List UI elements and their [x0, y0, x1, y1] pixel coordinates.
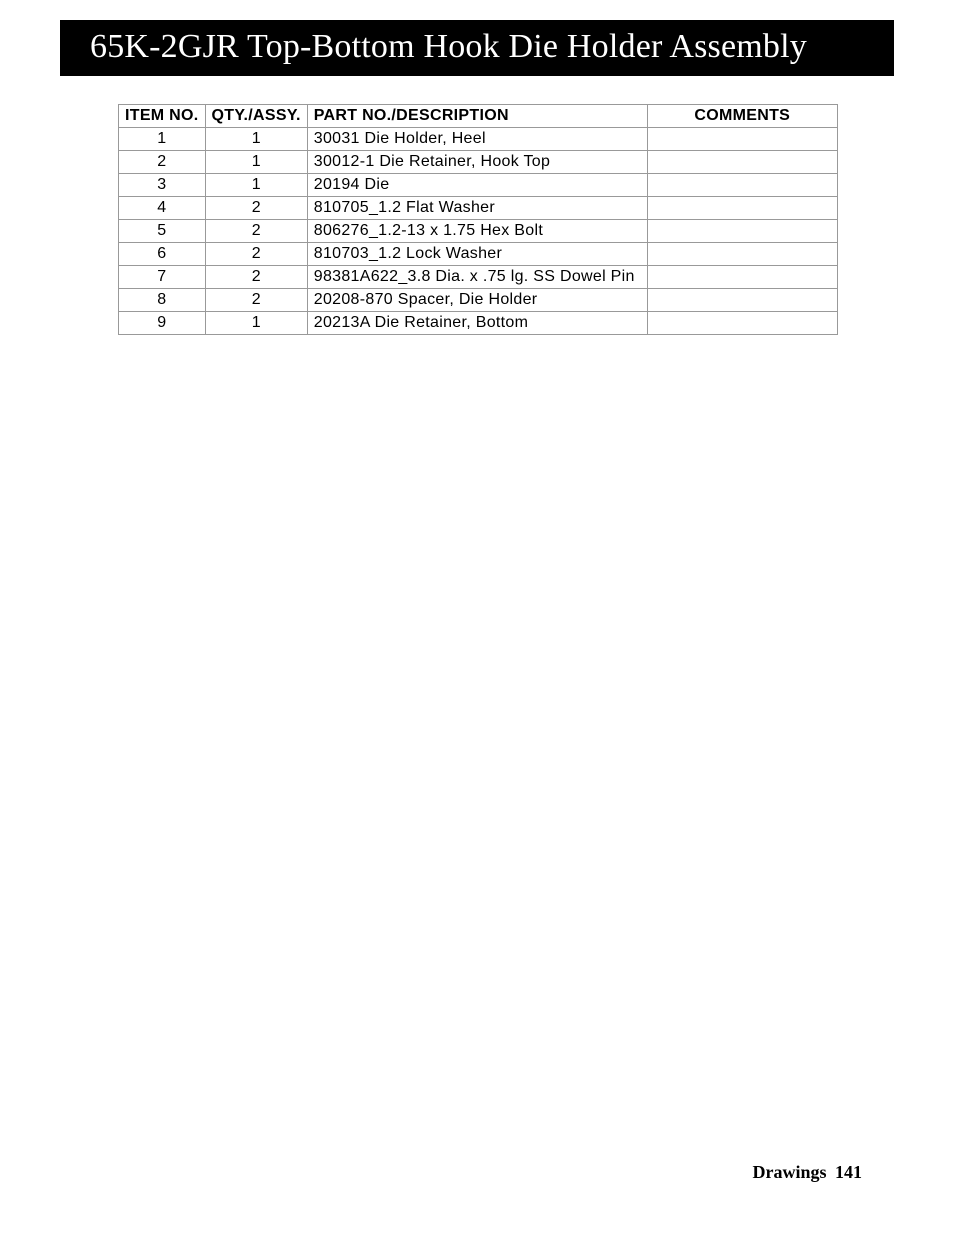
cell-comments — [647, 312, 837, 335]
cell-comments — [647, 174, 837, 197]
cell-comments — [647, 220, 837, 243]
cell-qty: 1 — [205, 312, 307, 335]
cell-comments — [647, 289, 837, 312]
cell-item: 7 — [119, 266, 206, 289]
table-row: 7 2 98381A622_3.8 Dia. x .75 lg. SS Dowe… — [119, 266, 838, 289]
cell-desc: 20208-870 Spacer, Die Holder — [307, 289, 647, 312]
cell-desc: 810705_1.2 Flat Washer — [307, 197, 647, 220]
cell-qty: 2 — [205, 197, 307, 220]
cell-qty: 2 — [205, 243, 307, 266]
table-row: 6 2 810703_1.2 Lock Washer — [119, 243, 838, 266]
cell-desc: 810703_1.2 Lock Washer — [307, 243, 647, 266]
cell-desc: 30012-1 Die Retainer, Hook Top — [307, 151, 647, 174]
cell-qty: 2 — [205, 220, 307, 243]
cell-qty: 1 — [205, 174, 307, 197]
cell-comments — [647, 197, 837, 220]
table-row: 1 1 30031 Die Holder, Heel — [119, 128, 838, 151]
cell-item: 8 — [119, 289, 206, 312]
cell-qty: 2 — [205, 289, 307, 312]
col-header-comments: COMMENTS — [647, 105, 837, 128]
footer-page-number: 141 — [835, 1162, 862, 1182]
cell-comments — [647, 266, 837, 289]
table-row: 9 1 20213A Die Retainer, Bottom — [119, 312, 838, 335]
page: 65K-2GJR Top-Bottom Hook Die Holder Asse… — [0, 0, 954, 335]
footer-label: Drawings — [752, 1162, 826, 1182]
cell-item: 9 — [119, 312, 206, 335]
cell-qty: 1 — [205, 128, 307, 151]
table-row: 8 2 20208-870 Spacer, Die Holder — [119, 289, 838, 312]
cell-comments — [647, 151, 837, 174]
cell-item: 3 — [119, 174, 206, 197]
cell-qty: 2 — [205, 266, 307, 289]
col-header-desc: PART NO./DESCRIPTION — [307, 105, 647, 128]
cell-comments — [647, 243, 837, 266]
table-body: 1 1 30031 Die Holder, Heel 2 1 30012-1 D… — [119, 128, 838, 335]
cell-item: 1 — [119, 128, 206, 151]
table-row: 4 2 810705_1.2 Flat Washer — [119, 197, 838, 220]
cell-desc: 20213A Die Retainer, Bottom — [307, 312, 647, 335]
table-header: ITEM NO. QTY./ASSY. PART NO./DESCRIPTION… — [119, 105, 838, 128]
cell-desc: 98381A622_3.8 Dia. x .75 lg. SS Dowel Pi… — [307, 266, 647, 289]
cell-item: 4 — [119, 197, 206, 220]
col-header-item: ITEM NO. — [119, 105, 206, 128]
cell-item: 2 — [119, 151, 206, 174]
cell-item: 5 — [119, 220, 206, 243]
cell-desc: 806276_1.2-13 x 1.75 Hex Bolt — [307, 220, 647, 243]
cell-item: 6 — [119, 243, 206, 266]
table-row: 5 2 806276_1.2-13 x 1.75 Hex Bolt — [119, 220, 838, 243]
cell-comments — [647, 128, 837, 151]
cell-desc: 30031 Die Holder, Heel — [307, 128, 647, 151]
parts-table: ITEM NO. QTY./ASSY. PART NO./DESCRIPTION… — [118, 104, 838, 335]
cell-qty: 1 — [205, 151, 307, 174]
page-title: 65K-2GJR Top-Bottom Hook Die Holder Asse… — [60, 20, 894, 76]
col-header-qty: QTY./ASSY. — [205, 105, 307, 128]
table-row: 3 1 20194 Die — [119, 174, 838, 197]
table-header-row: ITEM NO. QTY./ASSY. PART NO./DESCRIPTION… — [119, 105, 838, 128]
table-row: 2 1 30012-1 Die Retainer, Hook Top — [119, 151, 838, 174]
cell-desc: 20194 Die — [307, 174, 647, 197]
page-footer: Drawings 141 — [752, 1162, 862, 1183]
